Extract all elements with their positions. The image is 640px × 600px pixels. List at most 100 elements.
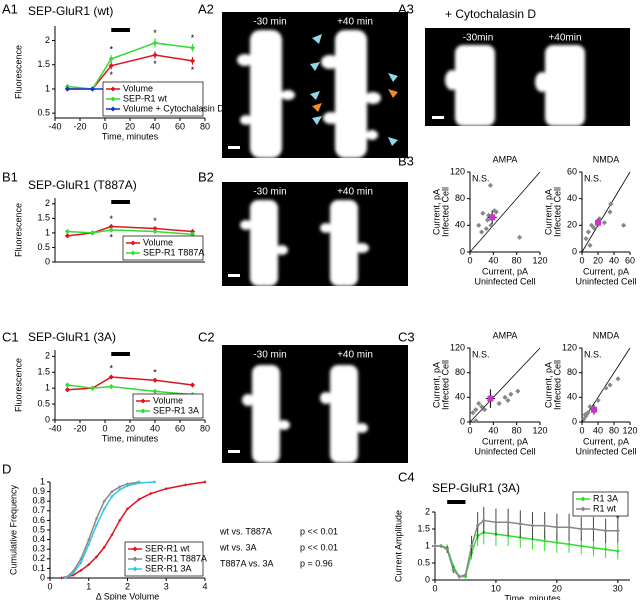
data-point xyxy=(108,63,114,69)
x-tick-label: 0 xyxy=(579,255,584,265)
annotation: * xyxy=(191,33,195,43)
y-tick-label: 0.5 xyxy=(37,242,50,252)
y-tick-label: 0.3 xyxy=(32,544,45,554)
data-point xyxy=(102,499,106,503)
y-axis-label: Fluorescence xyxy=(13,358,23,412)
chart-title: AMPA xyxy=(493,154,518,164)
data-point xyxy=(607,382,613,388)
y-axis-label: Infected Cell xyxy=(552,187,562,237)
x-tick-label: 60 xyxy=(625,255,635,265)
y-axis-label: Infected Cell xyxy=(440,187,450,237)
data-point xyxy=(603,547,608,552)
data-point xyxy=(152,377,158,383)
data-point xyxy=(487,182,494,188)
image-label: -30 min xyxy=(253,187,286,198)
image-label: -30 min xyxy=(253,17,286,28)
panel-label: B1 xyxy=(2,169,18,184)
data-point xyxy=(615,549,620,554)
data-point xyxy=(475,523,480,528)
data-point xyxy=(89,385,96,391)
data-point xyxy=(505,397,511,404)
image-label: +40 min xyxy=(337,187,373,198)
y-axis-label: Current, pA xyxy=(431,189,441,235)
identity-line xyxy=(469,171,541,253)
note: N.S. xyxy=(472,173,490,183)
annotation: * xyxy=(109,70,113,80)
legend-box xyxy=(572,491,629,517)
data-point xyxy=(469,544,474,548)
legend-marker xyxy=(140,398,146,404)
data-point xyxy=(108,227,114,233)
chart-title: AMPA xyxy=(493,330,518,340)
data-point xyxy=(607,209,613,215)
y-axis-label: Cumulative Frequency xyxy=(8,484,18,575)
y-tick-label: 20 xyxy=(567,220,577,230)
data-point xyxy=(583,236,589,242)
stat-text: p << 0.01 xyxy=(300,526,338,536)
chart-title: NMDA xyxy=(593,330,620,340)
data-point xyxy=(125,484,130,488)
x-axis-label: Δ Spine Volume xyxy=(96,591,160,600)
y-tick-label: 0 xyxy=(425,574,430,584)
data-point xyxy=(71,573,75,577)
data-point xyxy=(585,229,591,235)
x-axis-label: Time, minutes xyxy=(102,131,159,141)
legend-label: SEP-R1 T887A xyxy=(143,247,204,257)
data-point xyxy=(603,528,608,533)
data-point xyxy=(470,410,476,416)
data-point xyxy=(108,56,114,62)
y-tick-label: 0.7 xyxy=(32,505,45,515)
legend-label: SER-R1 wt xyxy=(145,543,190,553)
x-tick-label: 0 xyxy=(467,425,472,435)
data-point xyxy=(589,222,595,228)
y-tick-label: 2 xyxy=(425,506,430,516)
x-axis-label: Current, pA xyxy=(583,436,629,446)
data-point xyxy=(94,516,99,521)
data-point xyxy=(433,544,437,548)
data-point xyxy=(89,86,96,92)
x-tick-label: 60 xyxy=(175,121,185,131)
data-point xyxy=(579,527,584,531)
data-point xyxy=(508,391,514,397)
x-tick-label: -20 xyxy=(73,423,86,433)
legend-marker xyxy=(110,96,116,102)
x-tick-label: 20 xyxy=(593,255,603,265)
y-tick-label: 0.1 xyxy=(32,563,45,573)
y-axis-label: Fluorescence xyxy=(13,45,23,99)
y-tick-label: 0.5 xyxy=(417,557,430,567)
y-tick-label: 0.5 xyxy=(37,108,50,118)
y-tick-label: 0 xyxy=(460,416,465,426)
identity-line xyxy=(581,347,631,423)
data-point xyxy=(481,518,486,523)
data-point xyxy=(473,407,479,413)
y-tick-label: 0.8 xyxy=(32,496,45,506)
x-tick-label: 30 xyxy=(613,583,623,593)
mean-point xyxy=(595,219,601,226)
y-tick-label: 1.5 xyxy=(37,59,50,69)
data-point xyxy=(71,569,75,573)
data-point xyxy=(94,523,99,527)
legend-label: SER-R1 T887A xyxy=(145,553,207,563)
series-line xyxy=(435,519,618,578)
panel-label: D xyxy=(2,461,11,476)
x-tick-label: 0 xyxy=(47,581,52,591)
y-axis-label: Current Amplitude xyxy=(393,510,403,582)
data-point xyxy=(582,412,588,418)
x-tick-label: 40 xyxy=(488,255,498,265)
x-axis-label: Uninfected Cell xyxy=(575,446,636,456)
data-point xyxy=(153,480,157,484)
panel-label: C4 xyxy=(398,469,415,484)
x-tick-label: 0 xyxy=(102,423,107,433)
y-tick-label: 0.5 xyxy=(37,398,50,408)
stat-text: T887A vs. 3A xyxy=(220,558,274,568)
legend-marker xyxy=(132,566,138,572)
x-tick-label: 3 xyxy=(164,581,169,591)
x-tick-label: 40 xyxy=(593,425,603,435)
x-axis-label: Current, pA xyxy=(482,266,528,276)
data-point xyxy=(542,538,547,543)
chart-title: NMDA xyxy=(593,154,620,164)
data-point xyxy=(567,525,572,530)
y-tick-label: 0 xyxy=(572,416,577,426)
x-tick-label: 80 xyxy=(200,423,210,433)
